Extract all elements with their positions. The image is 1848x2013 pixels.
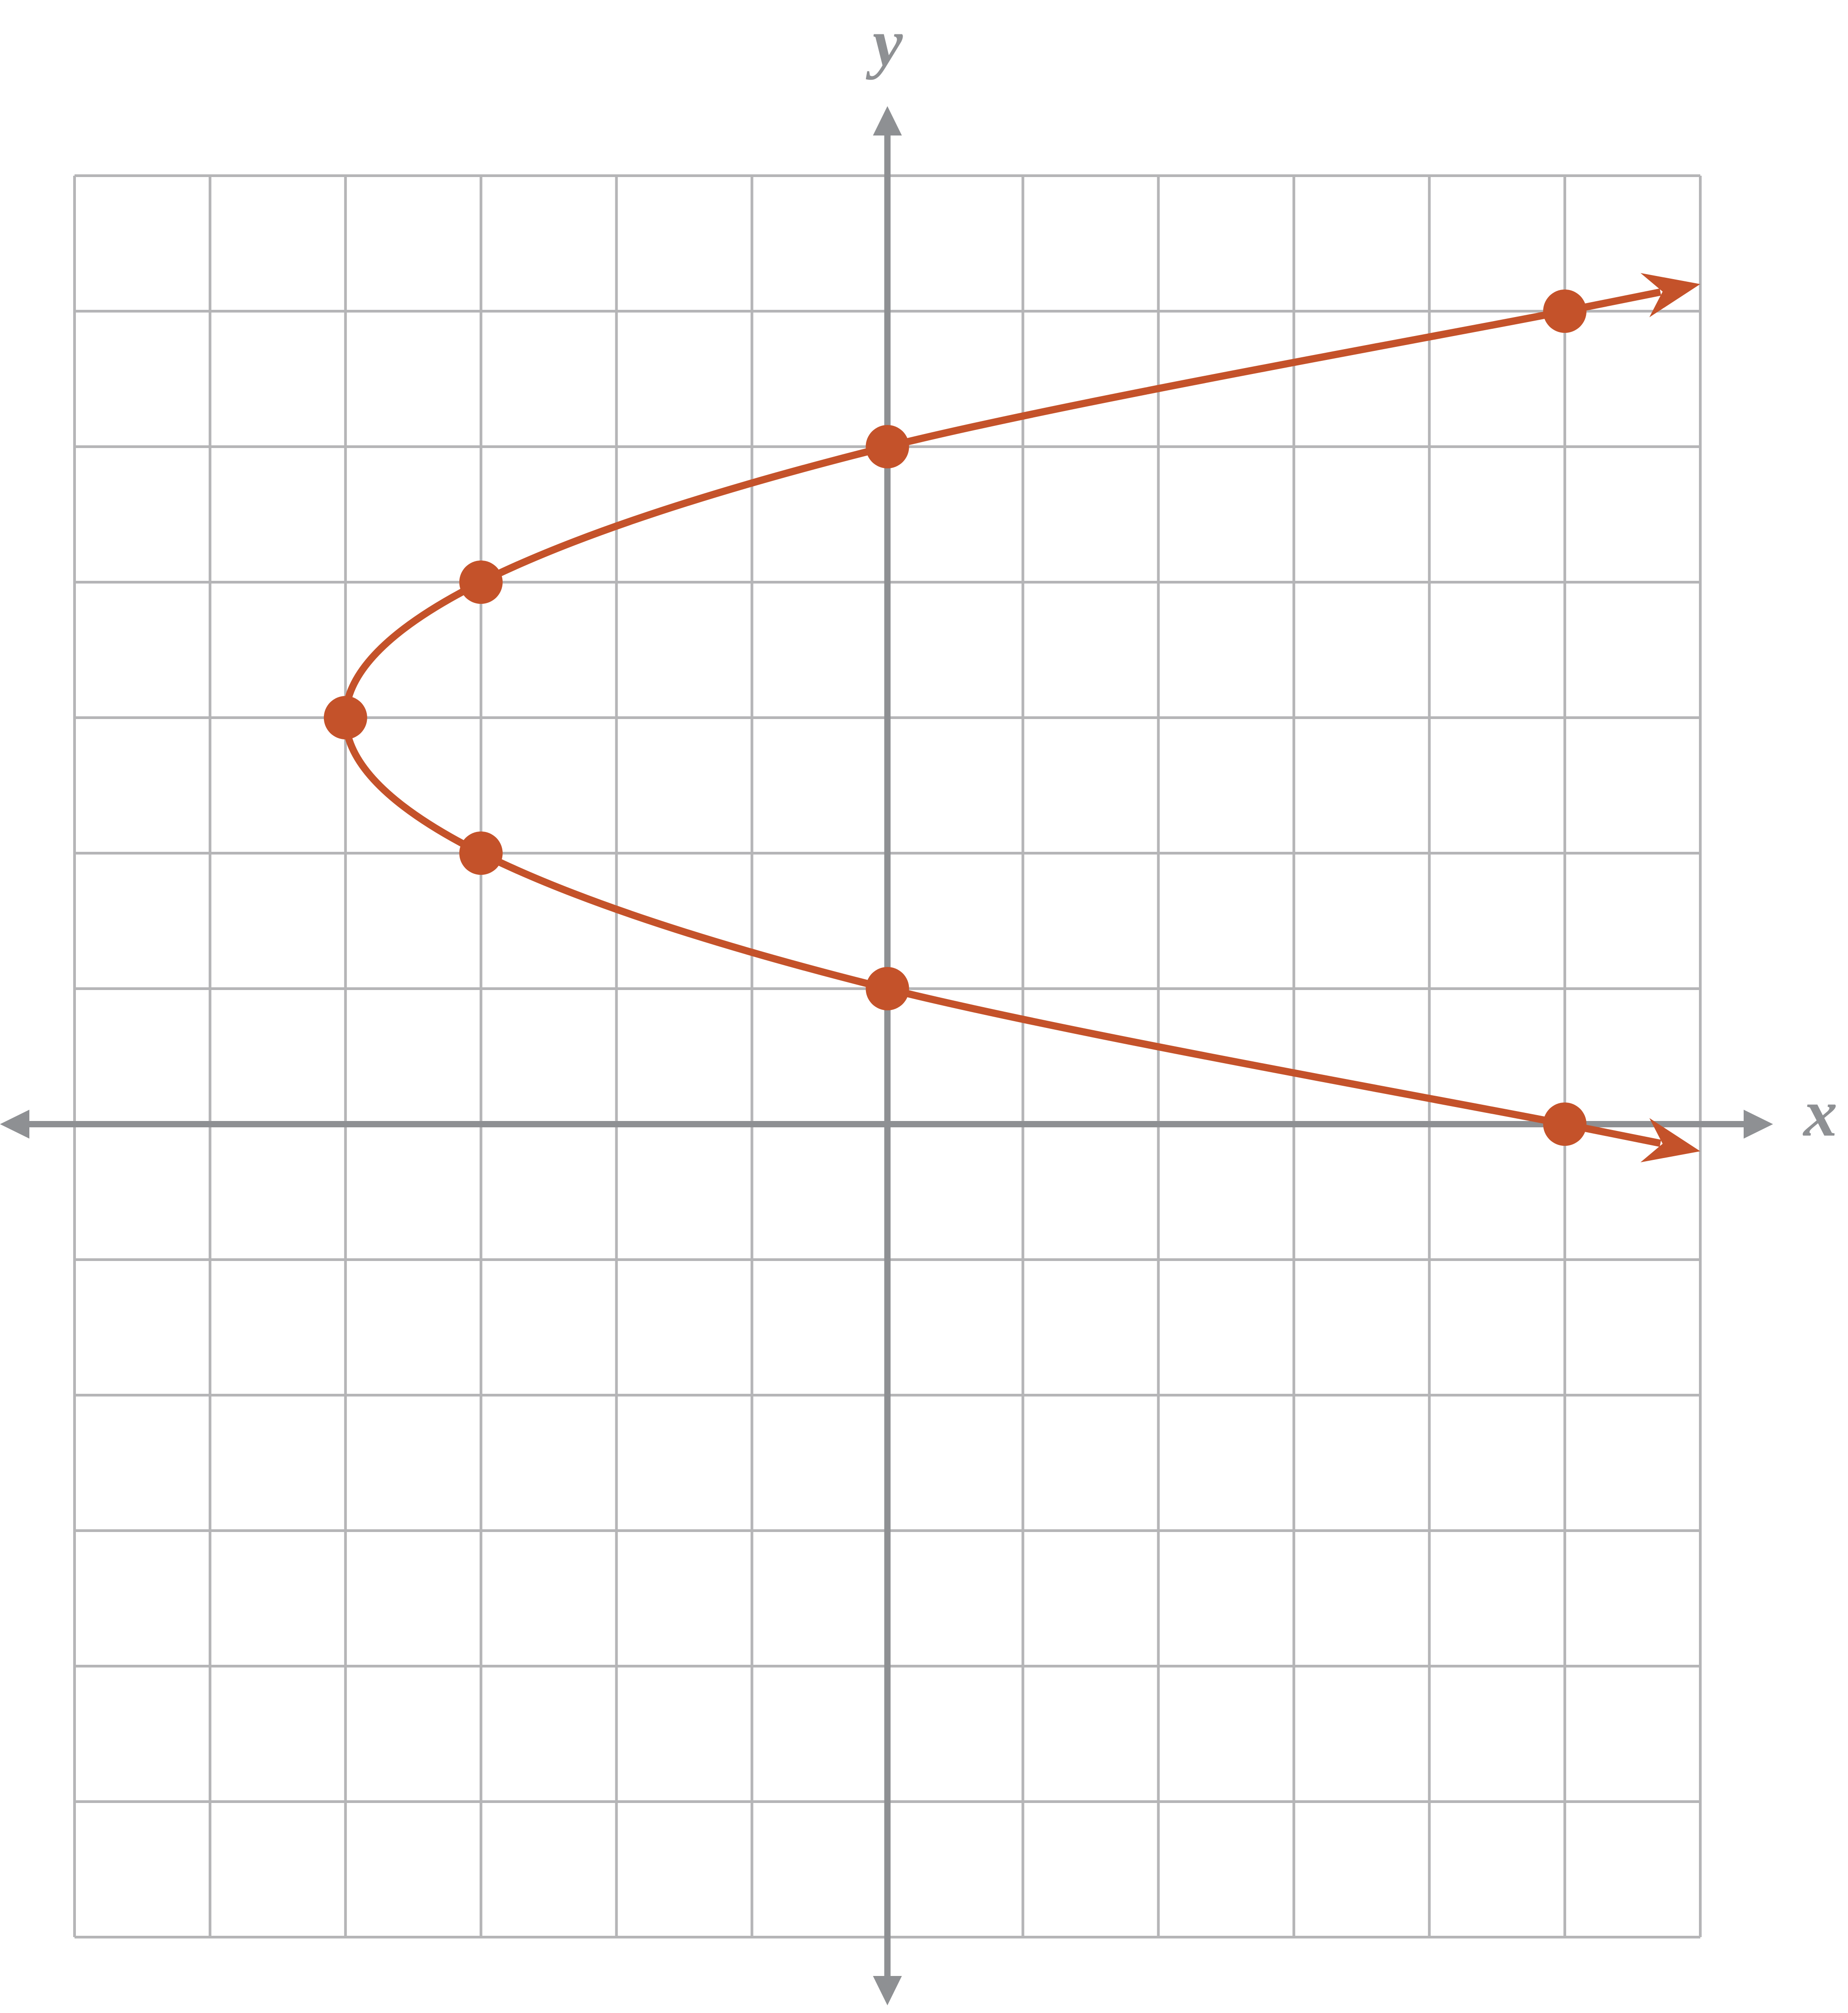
point xyxy=(866,967,909,1010)
point xyxy=(459,560,503,604)
point xyxy=(866,425,909,468)
point xyxy=(459,831,503,875)
x-axis-arrow xyxy=(0,1110,29,1139)
y-axis-arrow xyxy=(873,106,902,135)
curve-arrow xyxy=(1640,273,1700,318)
y-axis-arrow xyxy=(873,1976,902,2005)
point xyxy=(323,696,367,739)
x-axis-label: x xyxy=(1803,1075,1838,1150)
point xyxy=(1543,1102,1587,1146)
curve-arrow xyxy=(1640,1118,1700,1163)
marks xyxy=(323,273,1700,1163)
axes xyxy=(0,106,1773,2005)
point xyxy=(1543,290,1587,333)
y-axis-label: y xyxy=(866,5,903,80)
x-axis-arrow xyxy=(1744,1110,1773,1139)
